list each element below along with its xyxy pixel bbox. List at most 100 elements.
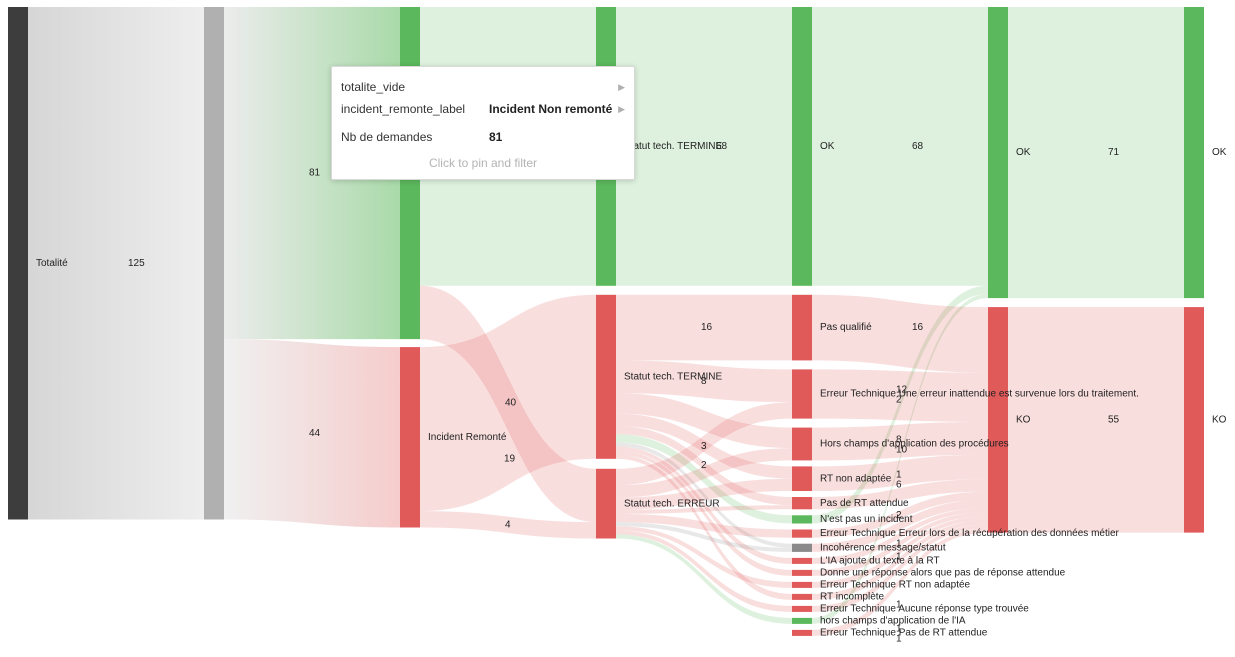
chevron-right-icon[interactable]: ▶ [618, 82, 625, 92]
link-value-remonte-st_term: 40 [505, 398, 517, 409]
sankey-link-c_pa-r_ko[interactable] [812, 479, 988, 510]
sankey-link-c_dr-r_ko[interactable] [812, 512, 988, 576]
sankey-link-c_ri-r_ko[interactable] [812, 520, 988, 600]
sankey-link-st_err-c_ea[interactable] [616, 530, 792, 612]
sankey-link-st_term-c_in[interactable] [616, 442, 792, 548]
sankey-node-c_ep[interactable] [792, 629, 812, 636]
sankey-link-c_rt-r_ko[interactable] [812, 454, 988, 491]
node-label-c_ea: Erreur Technique Aucune réponse type tro… [820, 604, 1029, 615]
node-label-c_ni: N'est pas un incident [820, 514, 913, 525]
sankey-link-st_err-c_en[interactable] [616, 526, 792, 588]
sankey-link-st_term-c_dr[interactable] [616, 450, 792, 576]
extra-value-label: 2 [896, 395, 902, 406]
node-label-c_hc: Hors champs d'application des procédures [820, 439, 1009, 450]
tooltip-key: Nb de demandes [341, 130, 433, 144]
sankey-node-r_ko[interactable] [988, 307, 1008, 533]
sankey-node-c_hc[interactable] [792, 427, 812, 461]
extra-value-label: 6 [896, 479, 902, 490]
sankey-link-st_err-c_hi[interactable] [616, 534, 792, 624]
tooltip-row-totalite-vide[interactable]: totalite_vide ▶ [341, 78, 625, 96]
sankey-node-c_in[interactable] [792, 543, 812, 552]
sankey-link-c_pq-r_ko[interactable] [812, 294, 988, 373]
chevron-right-icon[interactable]: ▶ [618, 104, 625, 114]
node-label-c_dr: Donne une réponse alors que pas de répon… [820, 568, 1066, 579]
sankey-link-st_err-c_in[interactable] [616, 522, 792, 552]
sankey-node-remonte[interactable] [400, 347, 420, 528]
sankey-node-c_er[interactable] [792, 529, 812, 538]
sankey-node-c_ni[interactable] [792, 515, 812, 524]
sankey-link-st_ok-c_ok[interactable] [616, 7, 792, 286]
sankey-link-st_term-c_ri[interactable] [616, 454, 792, 600]
sankey-node-c_pq[interactable] [792, 294, 812, 361]
sankey-link-r_ok-f_ok[interactable] [1008, 7, 1184, 299]
sankey-link-st_term-c_pq[interactable] [616, 294, 792, 361]
node-label-st_term: Statut tech. TERMINE [624, 371, 723, 382]
tooltip[interactable]: totalite_vide ▶ incident_remonte_label I… [331, 66, 635, 180]
extra-value-label: 1 [896, 469, 902, 480]
sankey-link-c_et-r_ko[interactable] [812, 369, 988, 422]
sankey-link-st_term-c_ia[interactable] [616, 446, 792, 564]
sankey-node-c_dr[interactable] [792, 569, 812, 576]
node-value-c_ok: 68 [912, 141, 924, 152]
node-label-c_ia: L'IA ajoute du texte à la RT [820, 556, 940, 567]
sankey-link-c_ok-r_ok[interactable] [812, 7, 988, 286]
node-label-c_in: Incohérence message/statut [820, 542, 946, 553]
sankey-node-c_ri[interactable] [792, 593, 812, 600]
node-label-r_ko: KO [1016, 414, 1031, 425]
sankey-link-st_term-c_hc[interactable] [616, 393, 792, 449]
sankey-node-f_ko[interactable] [1184, 307, 1204, 533]
extra-value-label: 8 [896, 435, 902, 446]
sankey-node-c_pa[interactable] [792, 497, 812, 510]
tooltip-value: 81 [489, 130, 503, 144]
sankey-link-st_err-c_hc[interactable] [616, 448, 792, 498]
sankey-node-c_ok[interactable] [792, 7, 812, 286]
sankey-link-c_ia-r_ko[interactable] [812, 508, 988, 564]
extra-value-label: 1 [896, 624, 902, 635]
tooltip-value: Incident Non remonté [489, 102, 613, 116]
sankey-node-f_ok[interactable] [1184, 7, 1204, 299]
sankey-node-c_hi[interactable] [792, 617, 812, 624]
link-value-vide-nonremonte: 81 [309, 168, 321, 179]
sankey-node-st_err[interactable] [596, 468, 616, 539]
sankey-node-c_ea[interactable] [792, 605, 812, 612]
sankey-link-remonte-st_err[interactable] [420, 511, 596, 539]
sankey-link-st_term-c_ni[interactable] [616, 434, 792, 524]
sankey-node-c_ia[interactable] [792, 557, 812, 564]
sankey-link-vide-remonte[interactable] [224, 339, 400, 528]
sankey-node-c_et[interactable] [792, 369, 812, 419]
sankey-link-remonte-st_term[interactable] [420, 294, 596, 512]
tooltip-row-incident-remonte-label[interactable]: incident_remonte_label Incident Non remo… [341, 100, 625, 118]
sankey-link-st_err-c_et[interactable] [616, 402, 792, 486]
sankey-link-r_ko-f_ko[interactable] [1008, 307, 1184, 533]
sankey-link-st_err-c_er[interactable] [616, 513, 792, 538]
sankey-link-st_err-c_pa[interactable] [616, 505, 792, 514]
sankey-link-c_in-r_ko[interactable] [812, 499, 988, 552]
sankey-link-st_term-c_pa[interactable] [616, 426, 792, 506]
sankey-link-totalite-vide[interactable] [28, 7, 204, 520]
sankey-link-nonremonte-st_err[interactable] [420, 285, 596, 523]
sankey-link-c_hc-r_ko[interactable] [812, 421, 988, 461]
sankey-node-c_rt[interactable] [792, 466, 812, 491]
tooltip-row-nb-demandes: Nb de demandes 81 [341, 128, 625, 146]
sankey-link-st_err-c_rt[interactable] [616, 478, 792, 510]
sankey-link-st_term-c_rt[interactable] [616, 413, 792, 479]
sankey-link-c_en-r_ko[interactable] [812, 516, 988, 588]
node-value-st_ok: 68 [716, 141, 728, 152]
sankey-node-st_term[interactable] [596, 294, 616, 459]
node-label-f_ok: OK [1212, 147, 1227, 158]
sankey-link-c_ea-r_ko[interactable] [812, 524, 988, 612]
extra-value-label: 1 [896, 600, 902, 611]
node-value-r_ok: 71 [1108, 147, 1120, 158]
sankey-node-c_en[interactable] [792, 581, 812, 588]
tooltip-hint: Click to pin and filter [428, 156, 538, 170]
sankey-link-c_hi-r_ok[interactable] [812, 294, 988, 624]
sankey-node-r_ok[interactable] [988, 7, 1008, 299]
sankey-link-c_ni-r_ok[interactable] [812, 285, 988, 524]
sankey-link-st_term-c_et[interactable] [616, 360, 792, 403]
link-value-st_term-c_et: 8 [701, 376, 707, 387]
link-value-st_term-c_pq: 16 [701, 322, 713, 333]
sankey-node-vide[interactable] [204, 7, 224, 520]
sankey-node-totalite[interactable] [8, 7, 28, 520]
sankey-link-c_er-r_ko[interactable] [812, 491, 988, 538]
sankey-link-c_ep-r_ko[interactable] [812, 528, 988, 636]
